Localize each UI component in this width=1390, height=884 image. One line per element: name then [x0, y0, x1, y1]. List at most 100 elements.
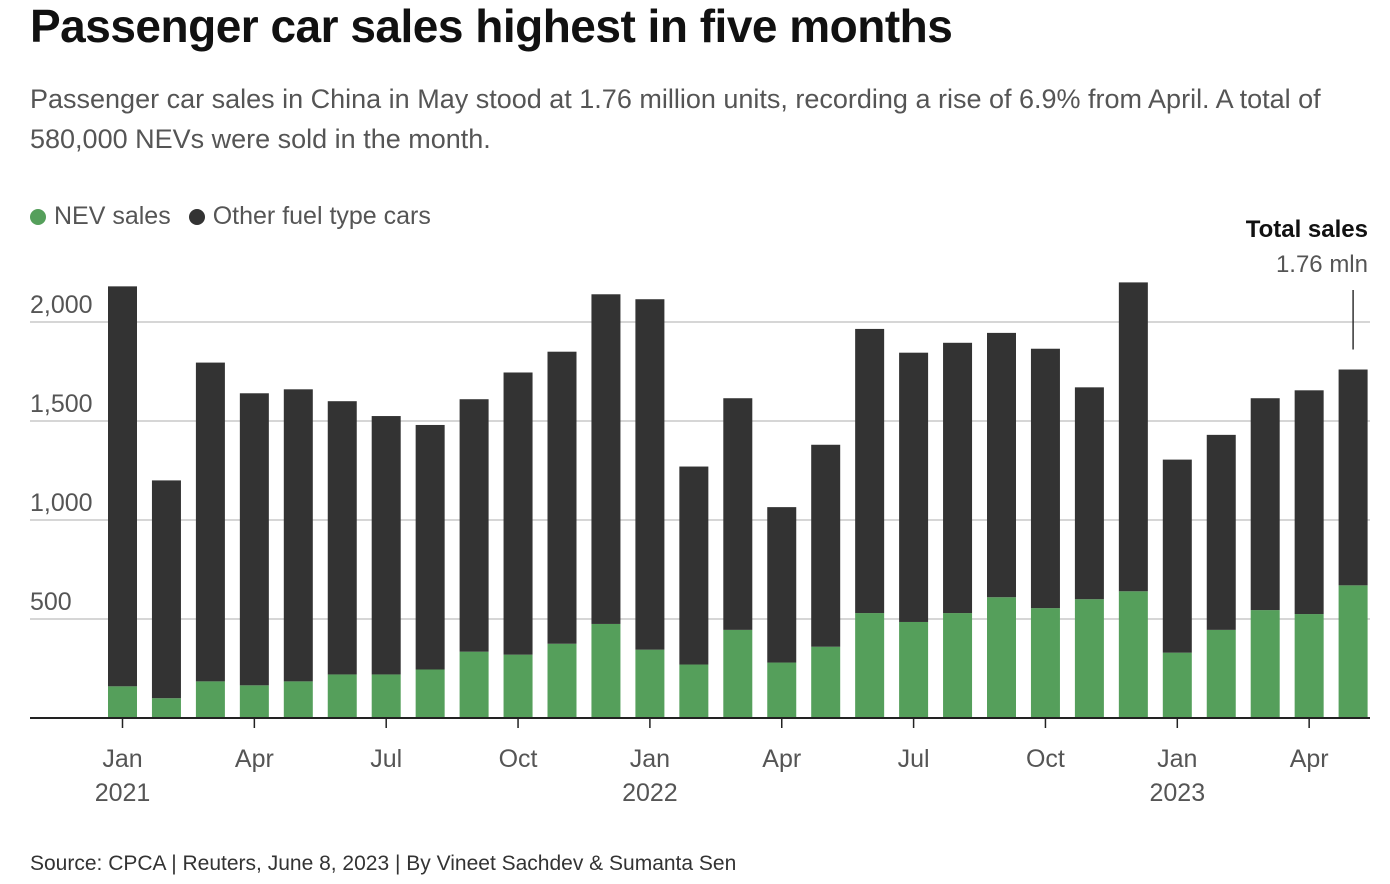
x-tick-label: Jan	[630, 745, 670, 773]
bar-nev	[151, 698, 181, 718]
legend-label-nev: NEV sales	[54, 202, 171, 230]
bar-stack	[503, 372, 533, 718]
bar-other	[1250, 398, 1280, 611]
bar-stack	[899, 352, 929, 718]
bar-nev	[855, 613, 885, 718]
chart-bars	[108, 282, 1368, 718]
bar-stack	[679, 466, 709, 718]
bar-stack	[547, 351, 577, 718]
bar-nev	[591, 623, 621, 718]
bar-nev	[415, 669, 445, 718]
bar-stack	[1250, 398, 1280, 718]
bar-other	[415, 424, 445, 670]
bar-nev	[1250, 610, 1280, 718]
bar-other	[108, 286, 137, 687]
x-tick-label: Apr	[235, 745, 274, 773]
bar-nev	[1206, 629, 1236, 718]
chart-source: Source: CPCA | Reuters, June 8, 2023 | B…	[30, 852, 737, 875]
total-sales-annotation: Total sales 1.76 mln	[1246, 216, 1368, 350]
bar-other	[635, 299, 665, 650]
bar-other	[1118, 282, 1148, 592]
bar-nev	[811, 646, 841, 718]
x-tick-label: Jan	[1157, 745, 1197, 773]
bar-stack	[415, 424, 445, 718]
bar-stack	[943, 342, 973, 718]
bar-other	[591, 294, 621, 624]
bar-other	[327, 401, 357, 675]
bar-nev	[1294, 614, 1324, 718]
y-tick-label: 1,500	[30, 390, 93, 418]
y-tick-label: 500	[30, 588, 72, 616]
bar-other	[943, 342, 973, 614]
bar-stack	[239, 393, 269, 718]
bar-other	[1338, 369, 1368, 586]
bar-other	[151, 480, 181, 699]
bar-stack	[195, 362, 225, 718]
legend-dot-other	[188, 208, 205, 225]
bar-stack	[1294, 390, 1324, 718]
bar-nev	[547, 643, 577, 718]
bar-nev	[1118, 591, 1148, 718]
bar-stack	[1162, 459, 1192, 718]
bar-nev	[767, 662, 797, 718]
bar-nev	[459, 651, 489, 718]
bar-stack	[1118, 282, 1148, 718]
bar-other	[723, 398, 753, 630]
bar-stack	[371, 416, 401, 718]
bar-nev	[1074, 599, 1104, 718]
chart-title: Passenger car sales highest in five mont…	[30, 0, 953, 52]
bar-stack	[723, 398, 753, 718]
bar-stack	[855, 328, 885, 718]
bar-nev	[635, 649, 665, 718]
x-tick-label: Apr	[1290, 745, 1329, 773]
bar-nev	[283, 681, 313, 718]
bar-other	[283, 389, 313, 682]
legend-item-other: Other fuel type cars	[188, 202, 431, 231]
bar-nev	[503, 654, 533, 718]
x-year-label: 2023	[1149, 779, 1205, 807]
legend-label-other: Other fuel type cars	[212, 202, 431, 230]
bar-stack	[459, 399, 489, 718]
legend-item-nev: NEV sales	[30, 202, 171, 231]
bar-other	[987, 332, 1016, 598]
bar-stack	[283, 389, 313, 718]
y-axis-labels: 500 1,000 1,500 2,000	[30, 291, 93, 616]
x-tick-label: Jul	[370, 745, 402, 773]
bar-nev	[195, 681, 225, 718]
bar-other	[1294, 390, 1324, 615]
annotation-title: Total sales	[1246, 216, 1368, 243]
chart-subtitle: Passenger car sales in China in May stoo…	[30, 84, 1321, 154]
bar-other	[899, 352, 929, 622]
x-axis: Jan Apr Jul Oct Jan Apr Jul Oct Jan Apr 2021 2022 20…	[30, 717, 1370, 807]
bar-stack	[151, 480, 181, 718]
x-year-label: 2022	[622, 779, 678, 807]
bar-stack	[635, 299, 665, 718]
chart-legend: NEV sales Other fuel type cars	[30, 202, 449, 231]
bar-nev	[327, 674, 357, 718]
bar-stack	[108, 286, 137, 718]
legend-dot-nev	[30, 208, 46, 225]
y-tick-label: 2,000	[30, 291, 93, 319]
bar-other	[547, 351, 577, 644]
bar-other	[1030, 348, 1060, 609]
bar-nev	[899, 621, 929, 718]
bar-stack	[987, 332, 1016, 718]
bar-other	[1074, 387, 1104, 600]
bar-other	[503, 372, 533, 655]
bar-nev	[987, 597, 1016, 718]
bar-nev	[371, 674, 401, 718]
bar-nev	[679, 664, 709, 718]
bar-stack	[767, 507, 797, 718]
bar-stack	[1206, 434, 1236, 718]
bar-stack	[1338, 369, 1368, 718]
x-tick-label: Jul	[898, 745, 930, 773]
bar-other	[679, 466, 709, 665]
x-year-label: 2021	[95, 779, 151, 807]
bar-nev	[723, 629, 753, 718]
bar-nev	[239, 685, 269, 718]
x-tick-label: Oct	[1026, 745, 1065, 773]
bar-other	[459, 399, 489, 652]
bar-other	[1162, 459, 1192, 653]
bar-stack	[1030, 348, 1060, 718]
